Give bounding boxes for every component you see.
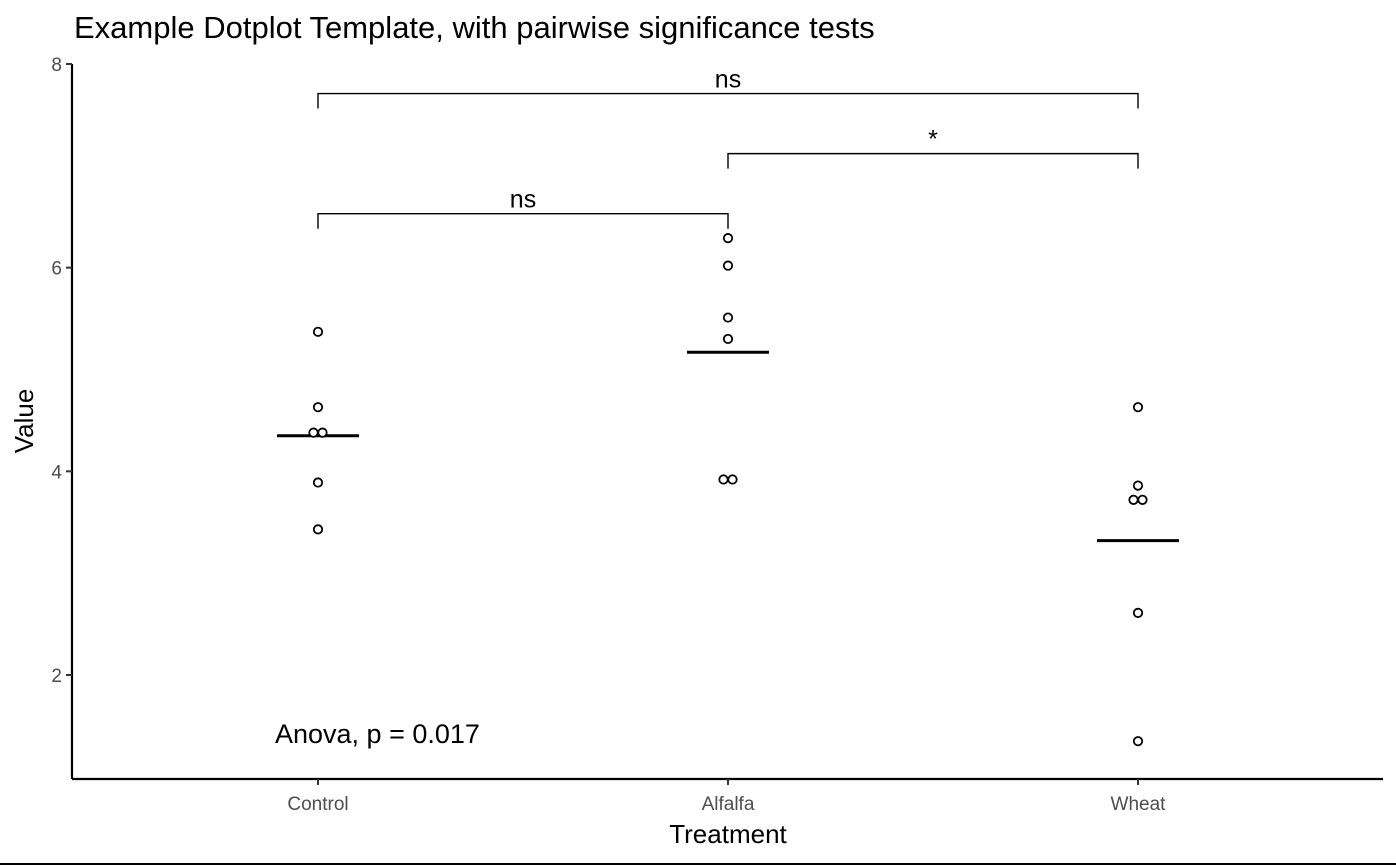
x-tick-label: Wheat: [1111, 794, 1167, 815]
comparison-label: *: [928, 126, 938, 154]
data-point: [722, 260, 734, 271]
mean-bars: [277, 350, 1179, 543]
data-point: [1132, 736, 1144, 747]
y-axis: 2 4 6 8: [51, 55, 74, 779]
data-point: [317, 427, 328, 438]
data-point: [722, 233, 734, 244]
anova-annotation: Anova, p = 0.017: [275, 719, 480, 749]
data-point: [312, 524, 324, 535]
data-point: [1132, 480, 1144, 491]
x-axis-title: Treatment: [669, 819, 787, 849]
data-point: [1137, 494, 1148, 505]
comparison-brackets: ns * ns: [317, 66, 1139, 229]
data-point: [312, 477, 324, 488]
comparison-bracket: [727, 152, 1139, 169]
data-point: [1128, 494, 1139, 505]
data-points: [308, 233, 1148, 747]
y-axis-title: Value: [9, 389, 39, 454]
comparison-bracket: [317, 212, 729, 229]
y-tick-label: 8: [51, 55, 62, 76]
data-point: [722, 312, 734, 323]
chart-title: Example Dotplot Template, with pairwise …: [74, 10, 875, 45]
data-point: [1132, 607, 1144, 618]
data-point: [727, 474, 738, 485]
x-axis: Control Alfalfa Wheat: [72, 777, 1383, 815]
data-point: [308, 427, 319, 438]
data-point: [722, 333, 734, 345]
y-tick-label: 6: [51, 259, 62, 280]
data-point: [1132, 402, 1144, 413]
data-point: [312, 402, 324, 413]
comparison-label: ns: [715, 66, 741, 94]
comparison-bracket: [317, 92, 1139, 109]
x-tick-label: Control: [287, 794, 348, 815]
y-tick-label: 2: [51, 666, 62, 687]
data-point: [718, 474, 729, 485]
comparison-label: ns: [510, 186, 536, 214]
x-tick-label: Alfalfa: [702, 794, 755, 815]
data-point: [312, 326, 324, 337]
y-tick-label: 4: [51, 462, 62, 483]
